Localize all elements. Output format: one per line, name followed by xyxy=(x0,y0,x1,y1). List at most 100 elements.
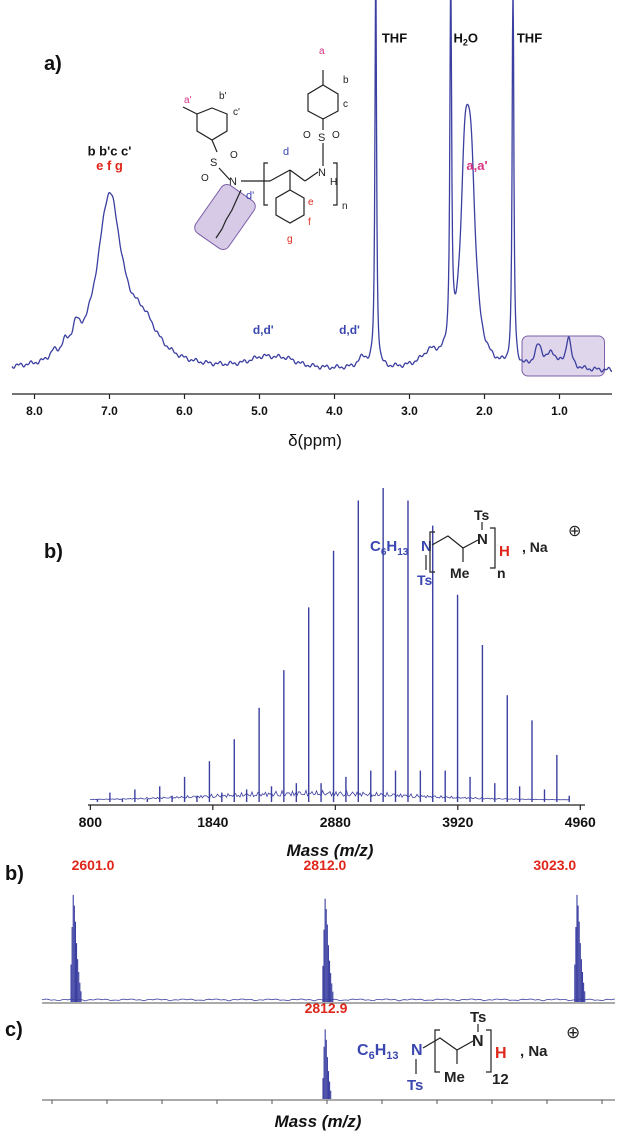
polymer-c-h: H xyxy=(495,1045,507,1062)
nmr-panel-label: a) xyxy=(44,53,62,75)
nmr-tick-label: 2.0 xyxy=(476,404,493,418)
nmr-x-axis-label: δ(ppm) xyxy=(288,431,342,450)
polymer-b-n2: N xyxy=(477,531,488,548)
polymer-b-n1: N xyxy=(421,538,432,555)
nmr-tick-label: 8.0 xyxy=(26,404,43,418)
nmr-tick-label: 4.0 xyxy=(326,404,343,418)
polymer-b-plus-charge: ⊕ xyxy=(568,523,581,540)
polymer-b-me: Me xyxy=(450,565,470,581)
nmr-o3: O xyxy=(303,130,311,141)
nmr-tick-label: 3.0 xyxy=(401,404,418,418)
nmr-x-ticks: 8.0 7.0 6.0 5.0 4.0 3.0 2.0 1.0 xyxy=(26,394,568,418)
nmr-left-methyl-bond xyxy=(182,106,198,115)
simulated-x-axis-label: Mass (m/z) xyxy=(275,1112,362,1131)
zoom-peak-label: 2812.0 xyxy=(304,857,347,873)
nmr-right-bracket xyxy=(333,162,338,206)
polymer-c-right-bracket xyxy=(486,1029,492,1073)
polymer-c-ts2: Ts xyxy=(470,1009,486,1026)
nmr-left-ring-s-bond xyxy=(211,139,218,153)
polymer-b-ts2: Ts xyxy=(474,507,490,523)
nmr-left-ring xyxy=(196,107,228,141)
nmr-label-b-prime: b' xyxy=(219,91,227,102)
polymer-c-n1: N xyxy=(411,1042,423,1059)
polymer-c-n2: N xyxy=(472,1033,484,1050)
nmr-hexyl-highlight xyxy=(194,184,256,250)
maldi-tick-label: 800 xyxy=(79,814,103,830)
maldi-noise-line xyxy=(89,789,571,801)
polymer-c-c6h13: C6H13 xyxy=(357,1042,399,1062)
nmr-label-c: c xyxy=(343,99,348,110)
nmr-s-n-bond xyxy=(218,167,231,181)
nmr-label-e: e xyxy=(308,197,314,208)
simulated-panel-label: c) xyxy=(5,1019,23,1041)
maldi-full-x-ticks: 800 1840 2880 3920 4960 xyxy=(79,805,596,830)
maldi-tick-label: 4960 xyxy=(565,814,596,830)
maldi-zoom-panel-label: b) xyxy=(5,863,24,885)
maldi-zoom-peak-labels: 2601.0 2812.0 3023.0 xyxy=(72,857,577,873)
nmr-structure: S O O N a' b' c' d N H n S O O xyxy=(182,46,349,250)
maldi-full-panel-label: b) xyxy=(44,541,63,563)
nmr-spectrum-line xyxy=(11,0,612,373)
polymer-c-na: , Na xyxy=(520,1043,548,1060)
nmr-peak-label: a,a' xyxy=(466,158,487,173)
polymer-b-c6h13: C6H13 xyxy=(370,538,409,558)
nmr-backbone-bond-2 xyxy=(269,169,291,182)
polymer-c-plus-charge: ⊕ xyxy=(566,1023,580,1042)
maldi-zoom-panel: b) 2601.0 2812.0 3023.0 xyxy=(5,857,616,1004)
nmr-backbone-bond-4 xyxy=(304,171,319,182)
polymer-b-backbone xyxy=(431,535,479,549)
simulated-peak-labels: 2812.9 xyxy=(305,1000,348,1016)
nmr-label-b: b xyxy=(343,75,349,86)
polymer-c-index: 12 xyxy=(492,1071,509,1088)
nmr-label-d: d xyxy=(283,146,289,158)
nmr-left-bracket xyxy=(263,162,268,206)
polymer-b-ts1: Ts xyxy=(417,572,433,588)
nmr-label-c-prime: c' xyxy=(233,107,240,118)
nmr-h: H xyxy=(330,177,337,188)
polymer-b-left-bracket xyxy=(429,531,435,573)
nmr-peak-label: THF xyxy=(382,31,407,46)
nmr-s1: S xyxy=(210,157,217,169)
maldi-full-panel: b) 800 1840 2880 3920 4960 Mass (m/z) C6H13 … xyxy=(44,488,596,860)
nmr-tick-label: 1.0 xyxy=(551,404,568,418)
polymer-c-me: Me xyxy=(444,1069,465,1086)
simulated-peaks xyxy=(322,1029,332,1099)
simulated-panel: c) 2812.9 Mass (m/z) C6H13 N Ts Me N Ts … xyxy=(5,1000,615,1131)
polymer-structure-c: C6H13 N Ts Me N Ts H 12 , Na ⊕ xyxy=(357,1009,580,1094)
nmr-peak-label: e f g xyxy=(96,158,123,173)
nmr-label-f: f xyxy=(308,217,311,228)
nmr-label-d-prime: d' xyxy=(246,190,254,202)
nmr-tick-label: 5.0 xyxy=(251,404,268,418)
nmr-right-ring xyxy=(307,84,339,120)
nmr-peak-label: H2O xyxy=(453,31,478,48)
polymer-c-left-bracket xyxy=(434,1029,440,1073)
nmr-n1: N xyxy=(229,176,237,188)
nmr-o1: O xyxy=(201,173,209,184)
nmr-label-a: a xyxy=(319,46,325,57)
polymer-c-ts1: Ts xyxy=(407,1077,423,1094)
maldi-full-peaks xyxy=(96,488,570,802)
simulated-x-ticks xyxy=(51,1100,603,1104)
nmr-label-a-prime: a' xyxy=(184,95,192,106)
nmr-peak-label: b b'c c' xyxy=(88,144,132,159)
nmr-tick-label: 6.0 xyxy=(176,404,193,418)
maldi-tick-label: 2880 xyxy=(320,814,351,830)
nmr-o4: O xyxy=(332,130,340,141)
nmr-n2: N xyxy=(318,167,326,179)
nmr-peak-label: THF xyxy=(517,31,542,46)
polymer-b-na: , Na xyxy=(522,539,548,555)
maldi-noise-baseline xyxy=(89,789,571,801)
maldi-zoom-peaks xyxy=(70,894,586,1002)
nmr-peak-label: d,d' xyxy=(339,323,360,337)
simulated-peak-label: 2812.9 xyxy=(305,1000,348,1016)
maldi-full-x-axis-label: Mass (m/z) xyxy=(287,841,374,860)
nmr-tick-label: 7.0 xyxy=(101,404,118,418)
nmr-o2: O xyxy=(230,150,238,161)
nmr-backbone-bond-3 xyxy=(289,169,306,182)
nmr-phenyl-ring xyxy=(275,189,305,224)
polymer-structure-b: C6H13 N Ts Me N Ts H n , Na ⊕ xyxy=(370,507,581,588)
polymer-b-h: H xyxy=(499,543,510,560)
